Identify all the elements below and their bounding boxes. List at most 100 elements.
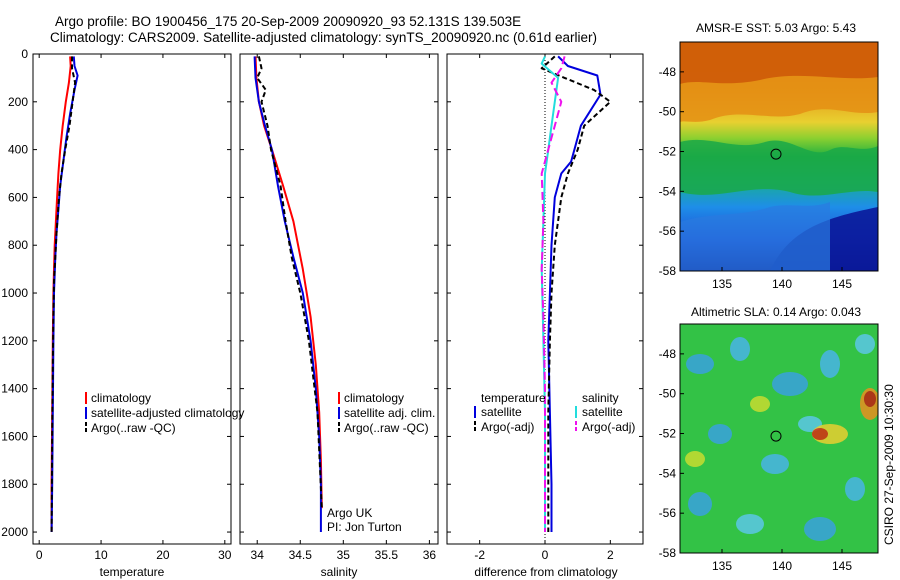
x-tick-label: 36 bbox=[423, 548, 437, 562]
legend-label-climatology: climatology bbox=[91, 391, 151, 405]
header-line-1: Argo profile: BO 1900456_175 20-Sep-2009… bbox=[55, 14, 521, 29]
x-tick-label: 10 bbox=[94, 548, 108, 562]
footer-stamp: CSIRO 27-Sep-2009 10:30:30 bbox=[882, 384, 896, 545]
sla-map-frame bbox=[679, 323, 879, 554]
x-tick-label: 30 bbox=[218, 548, 232, 562]
sla-argo-marker bbox=[770, 430, 782, 442]
legend-label-climatology: climatology bbox=[344, 391, 404, 405]
sst-map: 135 140 145 -48 -50 -52 -54 -56 -58 bbox=[659, 41, 879, 291]
x-tick-label: 0 bbox=[36, 548, 43, 562]
x-tick-label: 20 bbox=[156, 548, 170, 562]
series-line bbox=[540, 56, 566, 532]
y-tick-label: 0 bbox=[21, 47, 28, 61]
x-tick-label: 145 bbox=[832, 559, 852, 573]
x-tick-label: 35.5 bbox=[375, 548, 399, 562]
x-tick-label: 140 bbox=[772, 559, 792, 573]
legend-label-argo: Argo(..raw -QC) bbox=[344, 421, 429, 435]
y-tick-label: -50 bbox=[659, 387, 677, 401]
sla-blob bbox=[864, 391, 876, 407]
sst-map-title: AMSR-E SST: 5.03 Argo: 5.43 bbox=[696, 21, 856, 35]
x-tick-label: 140 bbox=[772, 277, 792, 291]
x-tick-label: 145 bbox=[832, 277, 852, 291]
difference-legend: temperature salinity satellite Argo(-adj… bbox=[474, 391, 635, 434]
x-tick-label: 2 bbox=[607, 548, 614, 562]
sst-argo-marker bbox=[770, 148, 782, 160]
y-tick-label: 1000 bbox=[1, 286, 28, 300]
x-tick-label: 35 bbox=[337, 548, 351, 562]
salinity-xlabel: salinity bbox=[321, 565, 358, 579]
sla-blob bbox=[772, 372, 808, 396]
legend-label-sal-satellite: satellite bbox=[582, 405, 623, 419]
x-tick-label: -2 bbox=[474, 548, 485, 562]
sla-map-title: Altimetric SLA: 0.14 Argo: 0.043 bbox=[691, 305, 861, 319]
legend-label-temp-satellite: satellite bbox=[481, 405, 522, 419]
sla-blob bbox=[845, 477, 865, 501]
sst-orange-band bbox=[680, 42, 878, 84]
sst-map-frame bbox=[679, 41, 879, 272]
sla-blob bbox=[686, 354, 714, 374]
temperature-legend: climatology satellite-adjusted climatolo… bbox=[85, 391, 244, 435]
temperature-xlabel: temperature bbox=[100, 565, 165, 579]
y-tick-label: 200 bbox=[8, 95, 28, 109]
sla-blob bbox=[855, 334, 875, 354]
sla-blob bbox=[736, 514, 764, 534]
header-line-2: Climatology: CARS2009. Satellite-adjuste… bbox=[50, 30, 597, 45]
sst-map-axes: 135 140 145 -48 -50 -52 -54 -56 -58 bbox=[659, 65, 853, 291]
series-line bbox=[256, 56, 323, 509]
salinity-plot: 34 34.5 35 35.5 36 bbox=[240, 53, 438, 562]
temperature-plot-frame bbox=[32, 53, 232, 545]
legend-label-satellite: satellite adj. clim. bbox=[344, 406, 435, 420]
sst-blue-water bbox=[680, 202, 830, 271]
y-tick-label: 1600 bbox=[1, 429, 28, 443]
y-tick-label: 2000 bbox=[1, 525, 28, 539]
annotation-line-1: Argo UK bbox=[327, 506, 372, 520]
y-tick-label: -56 bbox=[659, 506, 677, 520]
sla-blob bbox=[750, 396, 770, 412]
y-tick-label: -58 bbox=[659, 264, 677, 278]
sla-blob bbox=[820, 350, 840, 378]
legend-title-salinity: salinity bbox=[582, 391, 619, 405]
y-tick-label: -52 bbox=[659, 145, 677, 159]
y-tick-label: -56 bbox=[659, 224, 677, 238]
series-line bbox=[50, 56, 79, 533]
sla-map: 135 140 145 -48 -50 -52 -54 -56 -58 bbox=[659, 323, 879, 573]
y-tick-label: 600 bbox=[8, 190, 28, 204]
x-tick-label: 0 bbox=[542, 548, 549, 562]
y-tick-label: 400 bbox=[8, 143, 28, 157]
y-tick-label: -54 bbox=[659, 466, 677, 480]
y-tick-label: -52 bbox=[659, 427, 677, 441]
salinity-plot-frame bbox=[239, 53, 439, 545]
sla-map-axes: 135 140 145 -48 -50 -52 -54 -56 -58 bbox=[659, 347, 853, 573]
annotation-line-2: PI: Jon Turton bbox=[327, 520, 402, 534]
sst-green-band bbox=[680, 139, 878, 196]
difference-xlabel: difference from climatology bbox=[474, 565, 617, 579]
x-tick-label: 34.5 bbox=[289, 548, 313, 562]
sla-blob bbox=[812, 428, 828, 440]
y-tick-label: -54 bbox=[659, 184, 677, 198]
y-tick-label: -48 bbox=[659, 65, 677, 79]
y-tick-label: -58 bbox=[659, 546, 677, 560]
sla-blob bbox=[685, 451, 705, 467]
y-tick-label: -48 bbox=[659, 347, 677, 361]
x-tick-label: 34 bbox=[251, 548, 265, 562]
legend-title-temperature: temperature bbox=[481, 391, 546, 405]
salinity-legend: climatology satellite adj. clim. Argo(..… bbox=[327, 391, 435, 534]
x-tick-label: 135 bbox=[712, 277, 732, 291]
series-line bbox=[50, 56, 77, 533]
y-tick-label: 800 bbox=[8, 238, 28, 252]
legend-label-argo: Argo(..raw -QC) bbox=[91, 421, 176, 435]
difference-plot: -2 0 2 bbox=[447, 53, 643, 562]
y-tick-label: 1200 bbox=[1, 334, 28, 348]
temperature-plot: 0 10 20 30 0 200 400 600 800 1000 1200 1400 1600 1800… bbox=[1, 47, 232, 562]
legend-label-sal-argo: Argo(-adj) bbox=[582, 420, 635, 434]
y-tick-label: 1800 bbox=[1, 477, 28, 491]
y-tick-label: 1400 bbox=[1, 382, 28, 396]
y-tick-label: -50 bbox=[659, 105, 677, 119]
x-tick-label: 135 bbox=[712, 559, 732, 573]
sla-blob bbox=[804, 517, 836, 541]
legend-label-temp-argo: Argo(-adj) bbox=[481, 420, 534, 434]
sla-blob bbox=[730, 337, 750, 361]
sla-blob bbox=[761, 454, 789, 474]
sla-blob bbox=[688, 492, 712, 516]
